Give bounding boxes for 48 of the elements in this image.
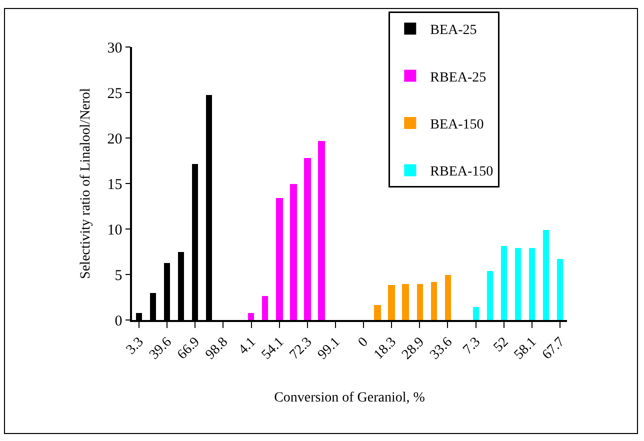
x-tick-label: 58.1 [512, 334, 540, 363]
y-tick-label: 0 [114, 313, 122, 330]
y-tick-label: 10 [107, 222, 122, 238]
x-tick-label: 39.6 [146, 334, 175, 363]
x-tick-label: 99.1 [315, 334, 344, 363]
bar [431, 282, 437, 320]
bar [248, 313, 254, 320]
x-tick-label: 3.3 [124, 334, 147, 358]
bar [543, 230, 549, 320]
bar [374, 305, 381, 320]
x-tick-label: 52 [491, 334, 512, 356]
x-tick-label: 67.7 [540, 334, 568, 363]
bar [262, 296, 268, 320]
y-tick-label: 30 [107, 40, 122, 56]
bar [515, 248, 521, 320]
bar [445, 275, 451, 320]
bar [276, 198, 283, 320]
x-tick-label: 0 [356, 334, 372, 350]
x-tick-label: 28.9 [400, 334, 428, 363]
legend-label: RBEA-25 [430, 70, 486, 86]
bar [318, 141, 325, 320]
legend-label: BEA-25 [430, 23, 477, 38]
bar [529, 248, 535, 320]
x-axis-title: Conversion of Geraniol, % [274, 390, 426, 406]
y-tick-label: 25 [107, 86, 122, 102]
legend-label: BEA-150 [430, 117, 484, 132]
x-tick-label: 4.1 [236, 334, 260, 358]
x-tick-label: 54.1 [259, 334, 288, 363]
x-tick-label: 98.8 [203, 334, 231, 363]
x-tick-label: 7.3 [460, 334, 484, 358]
bar [501, 246, 507, 320]
bar [557, 259, 563, 320]
x-tick-label: 72.3 [287, 334, 316, 363]
bar [402, 284, 409, 320]
bar [388, 285, 395, 320]
y-tick-label: 15 [107, 176, 122, 193]
x-tick-label: 66.9 [174, 334, 203, 363]
bar [473, 307, 479, 320]
bar [304, 158, 311, 320]
y-tick-label: 5 [114, 268, 122, 284]
bar [487, 271, 493, 320]
legend-label: RBEA-150 [430, 164, 494, 180]
y-axis-title: Selectivity ratio of Linalool/Nerol [78, 88, 94, 279]
x-tick-label: 33.6 [428, 334, 456, 363]
bar [290, 184, 297, 320]
y-tick-label: 20 [107, 131, 122, 148]
bar [417, 284, 423, 320]
x-tick-label: 18.3 [371, 334, 400, 363]
